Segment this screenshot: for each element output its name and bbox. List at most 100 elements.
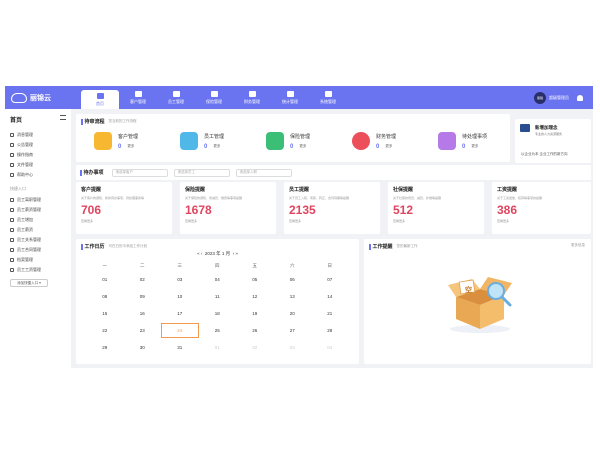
calendar-day[interactable]: 20	[289, 311, 295, 316]
stat-card-social-security[interactable]: 社保提醒 关于社保的增员、减员、补缴等提醒 512 查看更多	[388, 182, 484, 234]
add-shortcut-button[interactable]: 添加快捷入口 ▾	[10, 279, 48, 287]
shortcut-item[interactable]: 员工工资管理	[10, 265, 66, 275]
user-name[interactable]: 超级管理员	[549, 94, 569, 100]
calendar-day[interactable]: 08	[102, 294, 108, 299]
employee-select[interactable]: 请选择员工	[173, 168, 230, 177]
nav-customers[interactable]: 客户管理	[119, 86, 157, 109]
notice-card[interactable]: 新增加理念 专业的人力资源服务 以企业为本 企业工作的新方向	[515, 119, 591, 163]
calendar-day[interactable]: 15	[102, 311, 108, 316]
sidebar-item-files[interactable]: 文件管理	[10, 160, 66, 170]
calendar-day[interactable]: 18	[214, 311, 220, 316]
todo-pending[interactable]: 待处理事项 0 更多	[438, 132, 487, 150]
header-right: 丽锦 超级管理员	[534, 91, 593, 104]
todo-finance[interactable]: 财务管理 0 更多	[352, 132, 396, 150]
todo-filter-bar: 待办事项 请选择客户 请选择员工 请选择入职	[76, 165, 591, 180]
wallet-icon	[248, 90, 256, 97]
sidebar-title-row: 首页	[10, 115, 66, 124]
todo-filter-title: 待办事项	[80, 169, 104, 176]
stat-card-salary[interactable]: 工资提醒 关于工资发放、核算等事项的提醒 386 查看更多	[492, 182, 591, 234]
calendar-day[interactable]: 30	[139, 345, 145, 350]
badge-icon	[180, 132, 198, 150]
work-more-link[interactable]: 更多信息	[571, 243, 585, 247]
nav-employees[interactable]: 员工管理	[157, 86, 195, 109]
calendar-day[interactable]: 10	[177, 294, 183, 299]
shortcut-item[interactable]: 档案管理	[10, 255, 66, 265]
shortcut-icon	[10, 198, 14, 202]
calendar-week-row: 22 23 24 25 26 27 28	[86, 322, 349, 339]
calendar-day[interactable]: 12	[252, 294, 258, 299]
shortcut-icon	[10, 268, 14, 272]
calendar-day-next-month[interactable]: 01	[214, 345, 220, 350]
calendar-day[interactable]: 17	[177, 311, 183, 316]
todo-insurance[interactable]: 保险管理 0 更多	[266, 132, 310, 150]
shortcut-item[interactable]: 员工薪资管理	[10, 205, 66, 215]
calendar-day[interactable]: 22	[102, 328, 108, 333]
nav-finance[interactable]: 财务管理	[233, 86, 271, 109]
stat-card-customers[interactable]: 客户提醒 关于客户的通知、新的待办事项、待处理事务等 706 查看更多	[76, 182, 172, 234]
calendar-day[interactable]: 16	[139, 311, 145, 316]
help-icon	[10, 173, 14, 177]
logo[interactable]: 丽锦云	[5, 92, 81, 103]
nav-statistics[interactable]: 统计管理	[271, 86, 309, 109]
calendar-day[interactable]: 13	[289, 294, 295, 299]
prev-month-icon[interactable]: « ‹	[197, 251, 203, 256]
todo-customers[interactable]: 客户管理 0 更多	[94, 132, 138, 150]
calendar-day[interactable]: 21	[327, 311, 333, 316]
calendar-day[interactable]: 04	[214, 277, 220, 282]
calendar-day[interactable]: 11	[214, 294, 220, 299]
calendar-day[interactable]: 28	[327, 328, 333, 333]
calendar-day[interactable]: 06	[289, 277, 295, 282]
nav-insurance[interactable]: 保险管理	[195, 86, 233, 109]
calendar-day[interactable]: 31	[177, 345, 183, 350]
nav-system[interactable]: 系统管理	[309, 86, 347, 109]
shortcut-icon	[10, 228, 14, 232]
calendar-week-row: 15 16 17 18 19 20 21	[86, 305, 349, 322]
work-calendar: 工作日历 可在日历中添加工作计划 « ‹ 2023 年 1 月 › » 一 二 …	[76, 239, 359, 364]
calendar-day[interactable]: 25	[214, 328, 220, 333]
avatar[interactable]: 丽锦	[534, 91, 546, 104]
calendar-day[interactable]: 27	[289, 328, 295, 333]
calendar-day[interactable]: 09	[139, 294, 145, 299]
calendar-week-row: 08 09 10 11 12 13 14	[86, 288, 349, 305]
user-icon	[94, 132, 112, 150]
calendar-day-next-month[interactable]: 02	[252, 345, 258, 350]
calendar-day[interactable]: 26	[252, 328, 258, 333]
shortcut-item[interactable]: 员工关系管理	[10, 235, 66, 245]
menu-collapse-icon[interactable]	[60, 115, 66, 120]
calendar-day[interactable]: 23	[139, 328, 145, 333]
calendar-day[interactable]: 29	[102, 345, 108, 350]
chart-icon	[286, 90, 294, 97]
shortcut-item[interactable]: 员工离职管理	[10, 195, 66, 205]
calendar-day[interactable]: 01	[102, 277, 108, 282]
sidebar-item-guide[interactable]: 操作指南	[10, 150, 66, 160]
sidebar-item-announcements[interactable]: 公告管理	[10, 140, 66, 150]
calendar-day-next-month[interactable]: 04	[327, 345, 333, 350]
calendar-day-next-month[interactable]: 03	[289, 345, 295, 350]
shortcut-item[interactable]: 员工增加	[10, 215, 66, 225]
calendar-day-today[interactable]: 24	[161, 323, 199, 338]
shortcut-item[interactable]: 员工薪资	[10, 225, 66, 235]
stat-card-insurance[interactable]: 保险提醒 关于保险的通知、增减员、缴费等事项提醒 1678 查看更多	[180, 182, 276, 234]
todo-employees[interactable]: 员工管理 0 更多	[180, 132, 224, 150]
nav-home[interactable]: 首页	[81, 90, 119, 109]
yen-icon	[352, 132, 370, 150]
message-icon	[10, 133, 14, 137]
sidebar-item-help[interactable]: 帮助中心	[10, 170, 66, 180]
stat-card-employees[interactable]: 员工提醒 关于员工入职、离职、转正、合同到期等提醒 2135 查看更多	[284, 182, 380, 234]
calendar-day[interactable]: 19	[252, 311, 258, 316]
onboarding-select[interactable]: 请选择入职	[235, 168, 292, 177]
company-logo-icon	[520, 124, 530, 132]
pending-workflow-card: 待审流程 您当前的工作流程 客户管理 0 更多 员工管理 0 更多 保险管理 0 更多…	[76, 114, 510, 162]
sidebar-item-messages[interactable]: 消息管理	[10, 130, 66, 140]
shortcut-item[interactable]: 员工合同管理	[10, 245, 66, 255]
next-month-icon[interactable]: › »	[232, 251, 238, 256]
bell-icon[interactable]	[577, 94, 583, 101]
calendar-day[interactable]: 14	[327, 294, 333, 299]
calendar-day[interactable]: 02	[139, 277, 145, 282]
customer-select[interactable]: 请选择客户	[111, 168, 168, 177]
calendar-day[interactable]: 07	[327, 277, 333, 282]
calendar-day[interactable]: 03	[177, 277, 183, 282]
calendar-title: 工作日历 可在日历中添加工作计划	[81, 243, 147, 250]
app-window: 丽锦云 首页 客户管理 员工管理 保险管理 财务管理 统计管理 系统管理 丽锦 …	[5, 86, 593, 368]
calendar-day[interactable]: 05	[252, 277, 258, 282]
